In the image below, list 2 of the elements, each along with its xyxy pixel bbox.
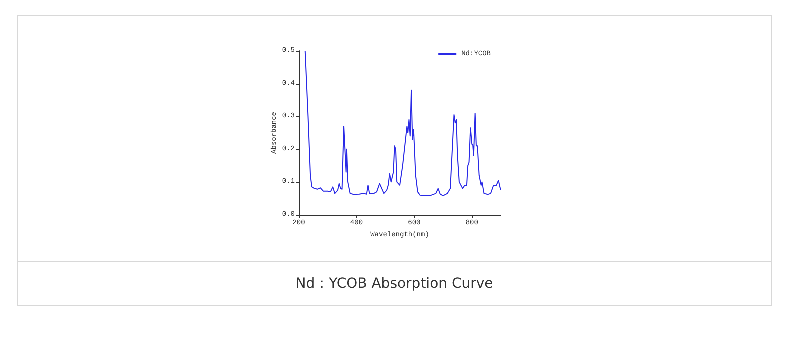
line-series: [304, 50, 502, 196]
text: Nd：YCOB Absorption Curve: [296, 274, 494, 292]
